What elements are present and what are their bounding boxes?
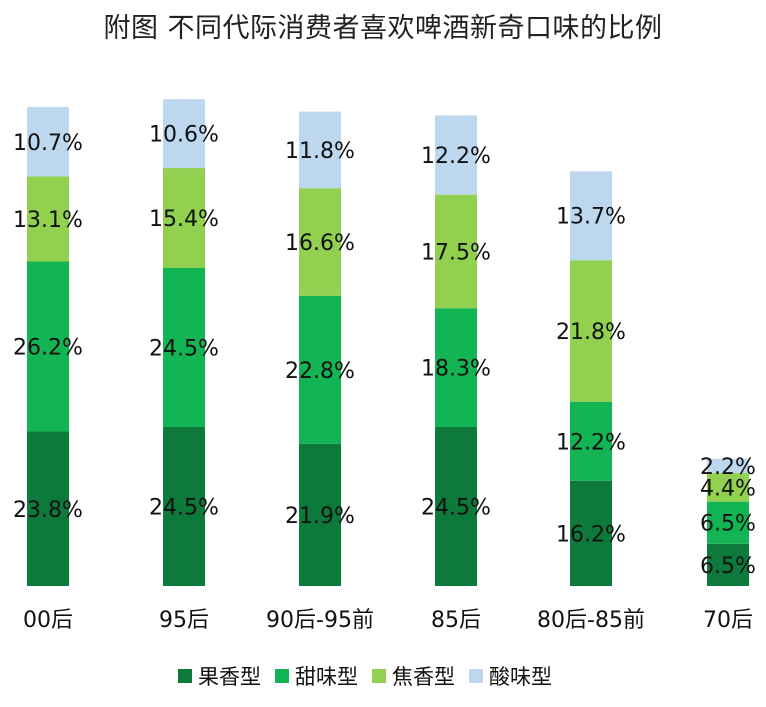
bar-segment (27, 107, 69, 177)
data-label: 17.5% (421, 240, 491, 265)
legend-swatch (178, 669, 192, 683)
category-label: 85后 (431, 608, 481, 633)
category-label: 00后 (23, 608, 73, 633)
bar-segment (163, 267, 205, 427)
bar-segment (27, 261, 69, 432)
data-label: 13.1% (13, 208, 83, 233)
data-label: 13.7% (556, 205, 626, 230)
bar-segment (299, 188, 341, 296)
legend-label: 甜味型 (295, 665, 358, 689)
legend-label: 焦香型 (392, 665, 455, 689)
bar-segment (435, 426, 477, 586)
bar-segment (707, 473, 749, 502)
data-label: 10.6% (149, 123, 219, 148)
data-label: 16.2% (556, 522, 626, 547)
bar-segment (435, 194, 477, 309)
data-label: 11.8% (285, 139, 355, 164)
category-label: 70后 (703, 608, 753, 633)
data-label: 24.5% (149, 336, 219, 361)
bar-segment (570, 260, 612, 402)
bar-segment (570, 480, 612, 586)
data-label: 18.3% (421, 357, 491, 382)
bar-segment (163, 99, 205, 169)
data-label: 24.5% (149, 495, 219, 520)
bar-segment (299, 111, 341, 189)
category-label: 95后 (159, 608, 209, 633)
data-label: 23.8% (13, 498, 83, 523)
bar-segment (707, 458, 749, 474)
bar-segment (435, 115, 477, 195)
legend-item: 焦香型 (372, 661, 455, 691)
data-label: 4.4% (700, 476, 756, 501)
data-label: 22.8% (285, 359, 355, 384)
data-label: 10.7% (13, 131, 83, 156)
data-label: 12.2% (421, 144, 491, 169)
bar-segment (163, 426, 205, 586)
data-label: 21.8% (556, 320, 626, 345)
bar-segment (707, 543, 749, 586)
bar-segment (570, 401, 612, 481)
data-label: 2.2% (700, 455, 756, 480)
bar-segment (707, 501, 749, 544)
bar-segment (299, 443, 341, 586)
bar-segment (299, 295, 341, 444)
legend-swatch (275, 669, 289, 683)
data-label: 6.5% (700, 554, 756, 579)
legend-swatch (372, 669, 386, 683)
bar-segment (27, 176, 69, 262)
data-label: 6.5% (700, 512, 756, 537)
data-label: 16.6% (285, 231, 355, 256)
legend-item: 果香型 (178, 661, 261, 691)
legend: 果香型 甜味型 焦香型 酸味型 (178, 661, 552, 691)
category-label: 80后-85前 (537, 608, 645, 633)
data-label: 24.5% (421, 495, 491, 520)
legend-item: 酸味型 (469, 661, 552, 691)
bar-segment (435, 308, 477, 427)
data-label: 12.2% (556, 430, 626, 455)
bar-segment (163, 168, 205, 268)
legend-label: 果香型 (198, 665, 261, 689)
data-label: 21.9% (285, 504, 355, 529)
data-label: 15.4% (149, 207, 219, 232)
bar-segment (570, 171, 612, 261)
bar-segment (27, 431, 69, 586)
legend-label: 酸味型 (489, 665, 552, 689)
chart-title: 附图 不同代际消费者喜欢啤酒新奇口味的比例 (103, 13, 663, 44)
category-label: 90后-95前 (266, 608, 374, 633)
legend-item: 甜味型 (275, 661, 358, 691)
data-label: 26.2% (13, 336, 83, 361)
legend-swatch (469, 669, 483, 683)
